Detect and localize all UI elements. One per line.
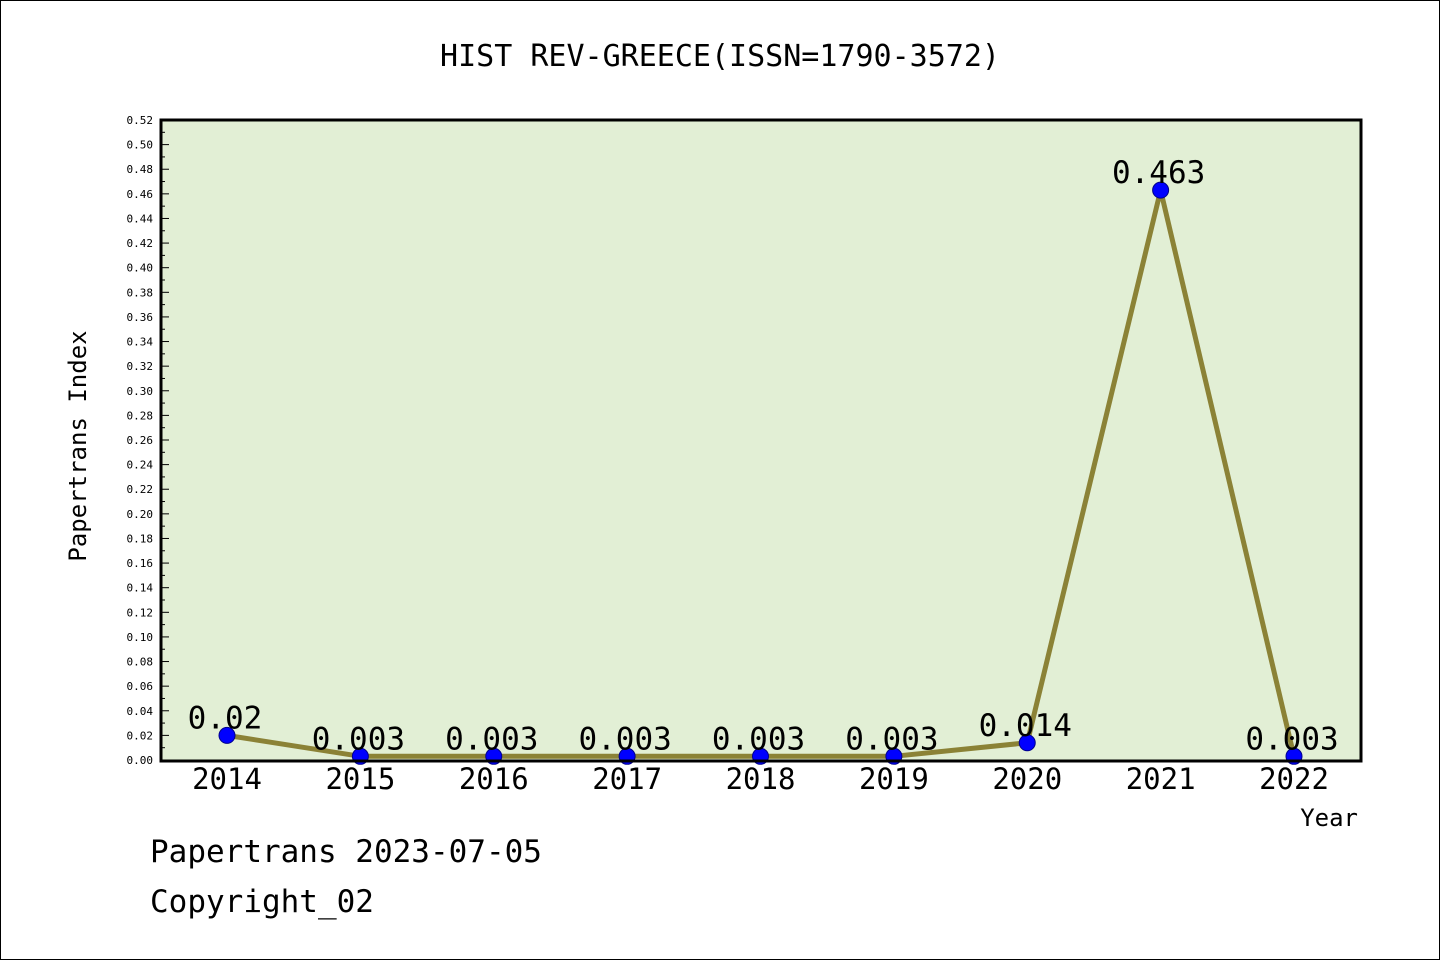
- x-tick-label: 2016: [459, 762, 529, 796]
- y-tick-label: 0.26: [127, 434, 154, 447]
- y-tick-label: 0.12: [127, 606, 154, 619]
- y-tick-label: 0.18: [127, 532, 154, 545]
- y-tick-label: 0.38: [127, 286, 154, 299]
- plot-area: [161, 120, 1361, 761]
- y-tick-label: 0.00: [127, 754, 154, 767]
- x-tick-label: 2022: [1259, 762, 1329, 796]
- y-tick-label: 0.16: [127, 557, 154, 570]
- x-axis: 2014 2015 2016 2017 2018 2019 2020 2021 2022: [192, 762, 1329, 796]
- data-labels: 0.02 0.003 0.003 0.003 0.003 0.003 0.014 0.463 0…: [188, 155, 1339, 757]
- y-tick-label: 0.30: [127, 385, 154, 398]
- x-tick-label: 2021: [1126, 762, 1196, 796]
- y-tick-label: 0.46: [127, 188, 154, 201]
- data-label: 0.003: [845, 721, 938, 757]
- y-tick-label: 0.22: [127, 483, 154, 496]
- data-label: 0.02: [188, 700, 263, 736]
- y-tick-label: 0.34: [127, 336, 154, 349]
- data-label: 0.003: [712, 721, 805, 757]
- y-tick-label: 0.40: [127, 262, 154, 275]
- data-label: 0.003: [1245, 721, 1338, 757]
- y-tick-label: 0.50: [127, 139, 154, 152]
- y-tick-label: 0.20: [127, 508, 154, 521]
- y-tick-label: 0.44: [127, 212, 154, 225]
- y-tick-label: 0.24: [127, 459, 154, 472]
- y-tick-label: 0.14: [127, 582, 154, 595]
- y-tick-label: 0.08: [127, 656, 154, 669]
- data-label: 0.014: [979, 708, 1072, 744]
- y-tick-label: 0.42: [127, 237, 154, 250]
- x-tick-label: 2015: [325, 762, 395, 796]
- data-point: [1018, 734, 1036, 752]
- y-axis: 0.00 0.02 0.04 0.06 0.08 0.10 0.12 0.14 0.16 0.18…: [127, 114, 169, 767]
- x-tick-label: 2018: [726, 762, 796, 796]
- x-axis-title: Year: [1300, 804, 1358, 832]
- y-axis-title: Papertrans Index: [64, 330, 92, 561]
- y-tick-label: 0.04: [127, 705, 154, 718]
- y-tick-label: 0.10: [127, 631, 154, 644]
- y-tick-label: 0.28: [127, 409, 154, 422]
- y-tick-label: 0.48: [127, 163, 154, 176]
- chart-title: HIST REV-GREECE(ISSN=1790-3572): [440, 39, 1000, 74]
- y-tick-label: 0.36: [127, 311, 154, 324]
- data-label: 0.003: [312, 721, 405, 757]
- y-tick-label: 0.02: [127, 729, 154, 742]
- x-tick-label: 2019: [859, 762, 929, 796]
- data-label: 0.003: [445, 721, 538, 757]
- plot-border: [159, 118, 1363, 763]
- y-tick-label: 0.06: [127, 680, 154, 693]
- data-label: 0.003: [578, 721, 671, 757]
- footer-source: Papertrans 2023-07-05: [150, 834, 542, 870]
- footer-copyright: Copyright_02: [150, 884, 374, 920]
- y-tick-label: 0.52: [127, 114, 154, 127]
- data-point: [218, 726, 236, 744]
- x-tick-label: 2017: [592, 762, 662, 796]
- y-tick-label: 0.32: [127, 360, 154, 373]
- x-tick-label: 2014: [192, 762, 262, 796]
- x-tick-label: 2020: [992, 762, 1062, 796]
- data-point: [1152, 181, 1170, 199]
- data-label: 0.463: [1112, 155, 1205, 191]
